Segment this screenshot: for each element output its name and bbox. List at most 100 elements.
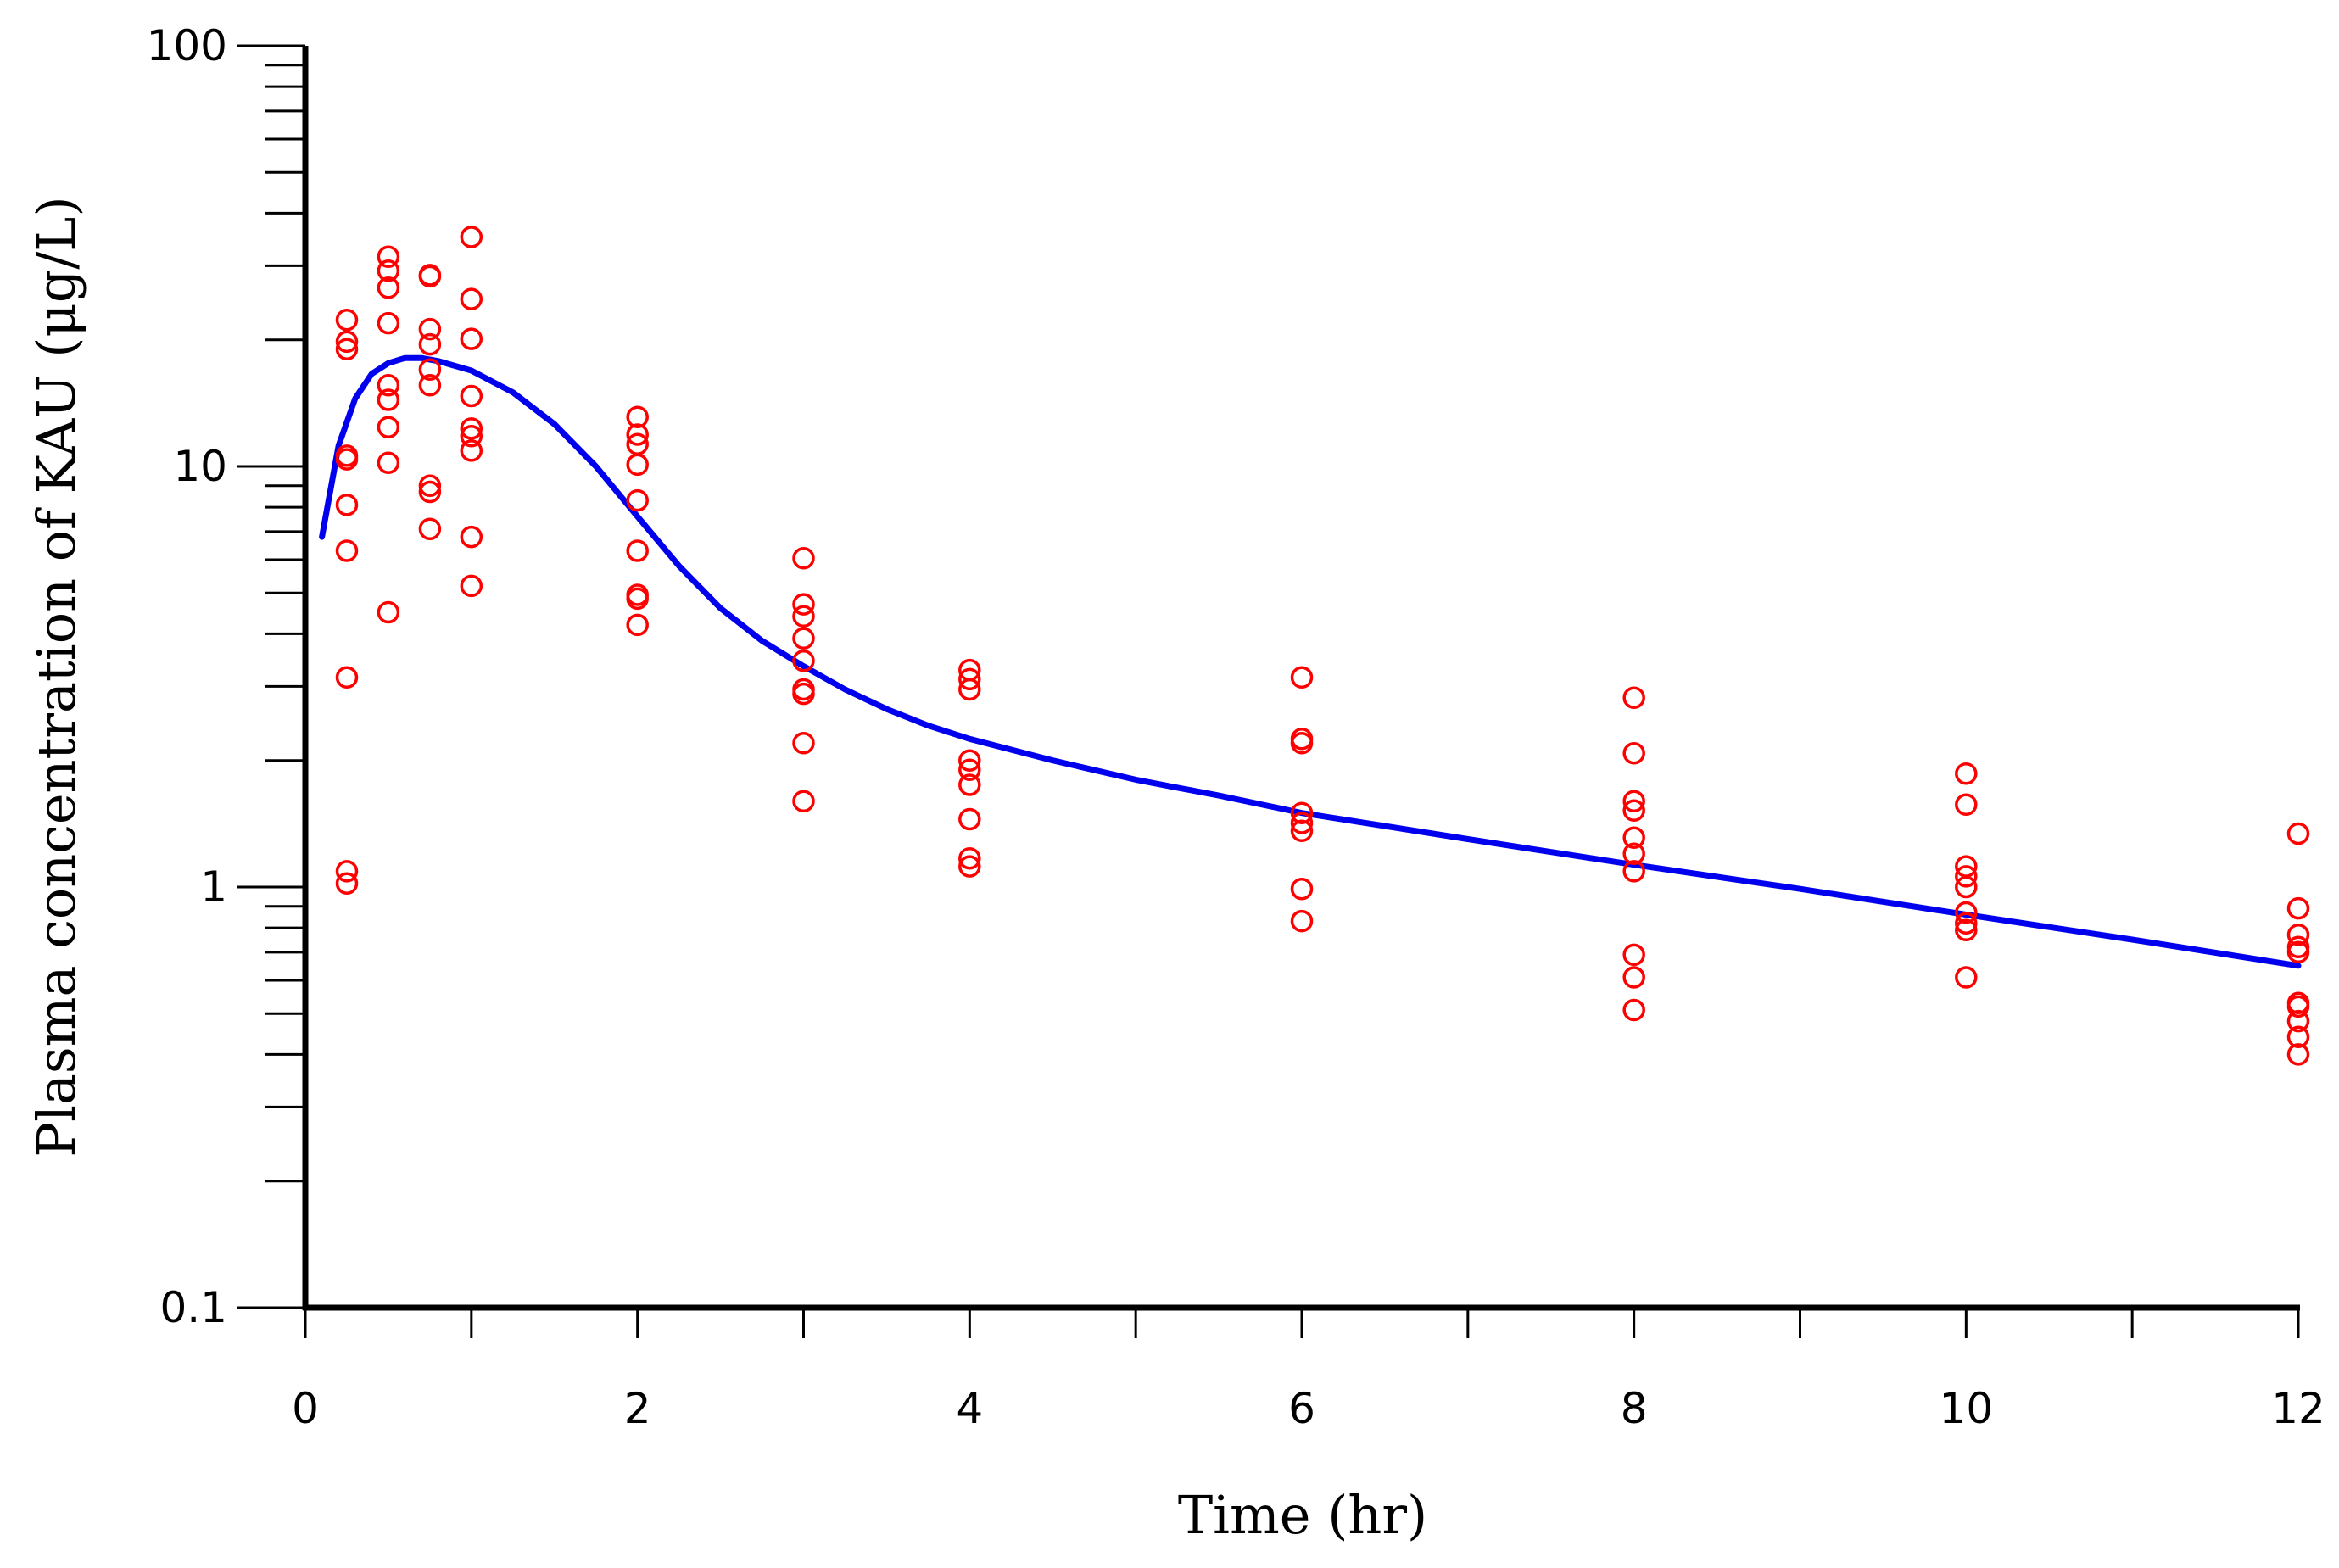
observed-point <box>958 749 981 772</box>
observed-point <box>1955 901 1978 924</box>
observed-point <box>1955 875 1978 899</box>
observed-point <box>460 417 483 440</box>
x-tick-label: 12 <box>2271 1384 2325 1433</box>
observed-point <box>626 423 649 446</box>
observed-point <box>626 488 649 512</box>
x-tick-label: 8 <box>1621 1384 1648 1433</box>
observed-point <box>958 855 981 878</box>
observed-point <box>377 451 400 474</box>
observed-point <box>626 587 649 611</box>
observed-point <box>460 425 483 448</box>
observed-points-group <box>335 226 2310 1066</box>
observed-point <box>377 259 400 282</box>
observed-point <box>460 226 483 248</box>
observed-point <box>958 678 981 701</box>
observed-point <box>460 384 483 408</box>
observed-point <box>626 613 649 637</box>
observed-point <box>958 773 981 796</box>
observed-point <box>2286 1043 2310 1066</box>
x-tick-label: 2 <box>624 1384 651 1433</box>
observed-point <box>1290 801 1314 824</box>
observed-point <box>335 308 359 332</box>
observed-point <box>792 546 815 570</box>
observed-point <box>377 245 400 269</box>
observed-point <box>335 330 359 354</box>
observed-point <box>1622 842 1645 865</box>
observed-point <box>2286 1025 2310 1049</box>
observed-point <box>418 265 442 288</box>
observed-point <box>418 317 442 341</box>
observed-point <box>460 287 483 310</box>
observed-point <box>377 416 400 438</box>
observed-point <box>1955 912 1978 935</box>
x-tick-label: 6 <box>1288 1384 1315 1433</box>
observed-point <box>2286 940 2310 964</box>
observed-point <box>626 453 649 477</box>
observed-point <box>1622 741 1645 765</box>
observed-point <box>792 790 815 813</box>
observed-point <box>1955 865 1978 888</box>
observed-point <box>1955 918 1978 942</box>
observed-point <box>377 373 400 397</box>
observed-point <box>1622 790 1645 813</box>
observed-point <box>460 439 483 462</box>
observed-point <box>418 474 442 497</box>
observed-point <box>626 539 649 562</box>
observed-point <box>460 574 483 598</box>
observed-point <box>335 539 359 562</box>
observed-point <box>1622 860 1645 883</box>
observed-point <box>1622 686 1645 709</box>
observed-point <box>418 480 442 504</box>
observed-point <box>1955 793 1978 817</box>
observed-point <box>1622 966 1645 989</box>
observed-point <box>377 276 400 299</box>
observed-point <box>958 807 981 831</box>
x-axis-title: Time (hr) <box>1178 1484 1427 1546</box>
observed-point <box>460 327 483 350</box>
observed-point <box>1290 877 1314 901</box>
observed-point <box>1955 966 1978 989</box>
observed-point <box>792 627 815 650</box>
observed-point <box>418 358 442 381</box>
observed-point <box>958 846 981 870</box>
observed-point <box>335 666 359 689</box>
observed-point <box>2286 995 2310 1018</box>
observed-point <box>377 311 400 335</box>
observed-point <box>418 517 442 541</box>
observed-point <box>1622 943 1645 967</box>
observed-point <box>418 332 442 356</box>
observed-point <box>792 731 815 755</box>
observed-point <box>335 338 359 360</box>
observed-point <box>1622 826 1645 850</box>
observed-point <box>377 600 400 624</box>
observed-point <box>418 373 442 397</box>
observed-point <box>792 605 815 628</box>
observed-point <box>792 682 815 706</box>
y-tick-label: 100 <box>147 21 227 70</box>
y-axis-title: Plasma concentration of KAU (μg/L) <box>25 196 87 1157</box>
observed-point <box>1290 819 1314 843</box>
major-ticks <box>237 44 2300 1338</box>
y-tick-label: 0.1 <box>159 1283 227 1332</box>
observed-point <box>1290 909 1314 933</box>
observed-point <box>792 593 815 616</box>
x-tick-label: 10 <box>1940 1384 1994 1433</box>
observed-point <box>792 649 815 672</box>
observed-point <box>1622 799 1645 823</box>
x-tick-label: 4 <box>956 1384 983 1433</box>
y-minor-ticks <box>265 64 305 1183</box>
observed-point <box>1290 666 1314 689</box>
observed-point <box>2286 924 2310 946</box>
observed-point <box>1955 762 1978 785</box>
observed-point <box>335 494 359 516</box>
observed-point <box>958 758 981 781</box>
predicted-curve-group <box>319 354 2302 969</box>
observed-point <box>1290 812 1314 834</box>
observed-point <box>460 525 483 549</box>
observed-point <box>335 860 359 883</box>
observed-point <box>626 405 649 429</box>
y-tick-label: 1 <box>200 862 227 912</box>
tick-labels: 0.1 1 10 100 0 2 4 6 8 10 12 <box>147 21 2325 1433</box>
observed-point <box>335 448 359 471</box>
